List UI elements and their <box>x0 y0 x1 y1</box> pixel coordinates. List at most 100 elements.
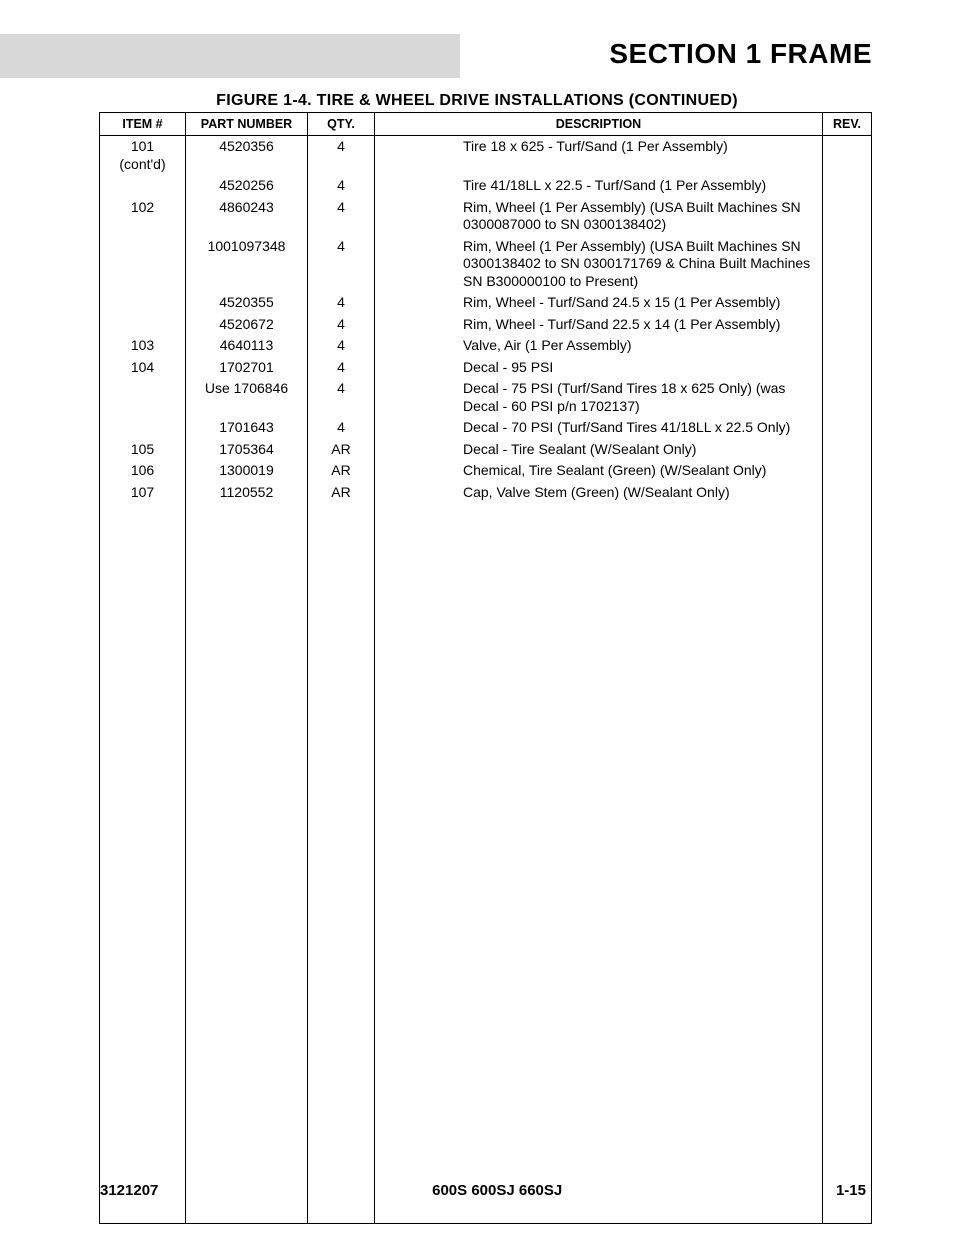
figure-title: FIGURE 1-4. TIRE & WHEEL DRIVE INSTALLAT… <box>0 92 954 110</box>
cell-part-number: 1001097348 <box>186 236 308 293</box>
cell-item: 104 <box>100 357 186 379</box>
cell-item <box>100 417 186 439</box>
table-row: 10248602434Rim, Wheel (1 Per Assembly) (… <box>100 197 872 236</box>
cell-description: Rim, Wheel - Turf/Sand 22.5 x 14 (1 Per … <box>375 314 823 336</box>
cell-description: Tire 41/18LL x 22.5 - Turf/Sand (1 Per A… <box>375 175 823 197</box>
cell-part-number: 4520356 <box>186 136 308 176</box>
table-row: 10417027014Decal - 95 PSI <box>100 357 872 379</box>
table-row: 1061300019ARChemical, Tire Sealant (Gree… <box>100 460 872 482</box>
cell-part-number: 4860243 <box>186 197 308 236</box>
page-footer: 3121207 600S 600SJ 660SJ 1-15 <box>0 1182 954 1199</box>
table-header-row: ITEM # PART NUMBER QTY. DESCRIPTION REV. <box>100 113 872 136</box>
page-header: SECTION 1 FRAME <box>0 0 954 82</box>
cell-item: 105 <box>100 439 186 461</box>
cell-rev <box>823 439 872 461</box>
cell-item: 106 <box>100 460 186 482</box>
cell-qty: 4 <box>308 236 375 293</box>
cell-item <box>100 378 186 417</box>
cell-rev <box>823 378 872 417</box>
cell-rev <box>823 292 872 314</box>
cell-description: Decal - 70 PSI (Turf/Sand Tires 41/18LL … <box>375 417 823 439</box>
cell-part-number: 1702701 <box>186 357 308 379</box>
col-header-qty: QTY. <box>308 113 375 136</box>
page: SECTION 1 FRAME FIGURE 1-4. TIRE & WHEEL… <box>0 0 954 1235</box>
col-header-part: PART NUMBER <box>186 113 308 136</box>
table-filler-row <box>100 503 872 1223</box>
cell-part-number: 4520256 <box>186 175 308 197</box>
cell-item <box>100 175 186 197</box>
table-row: 1051705364ARDecal - Tire Sealant (W/Seal… <box>100 439 872 461</box>
cell-qty: 4 <box>308 136 375 176</box>
cell-qty: 4 <box>308 378 375 417</box>
cell-qty: 4 <box>308 197 375 236</box>
footer-center: 600S 600SJ 660SJ <box>432 1182 562 1199</box>
table-row: 45202564Tire 41/18LL x 22.5 - Turf/Sand … <box>100 175 872 197</box>
cell-rev <box>823 136 872 176</box>
cell-item <box>100 314 186 336</box>
cell-rev <box>823 417 872 439</box>
cell-qty: 4 <box>308 335 375 357</box>
header-gray-block <box>0 34 460 78</box>
cell-part-number: 4520355 <box>186 292 308 314</box>
cell-part-number: Use 1706846 <box>186 378 308 417</box>
cell-part-number: 4520672 <box>186 314 308 336</box>
col-header-rev: REV. <box>823 113 872 136</box>
table-row: 1071120552ARCap, Valve Stem (Green) (W/S… <box>100 482 872 504</box>
cell-rev <box>823 460 872 482</box>
cell-description: Rim, Wheel - Turf/Sand 24.5 x 15 (1 Per … <box>375 292 823 314</box>
cell-part-number: 1300019 <box>186 460 308 482</box>
cell-description: Rim, Wheel (1 Per Assembly) (USA Built M… <box>375 236 823 293</box>
footer-left: 3121207 <box>100 1182 158 1199</box>
cell-description: Tire 18 x 625 - Turf/Sand (1 Per Assembl… <box>375 136 823 176</box>
footer-right: 1-15 <box>836 1182 866 1199</box>
cell-rev <box>823 335 872 357</box>
table-row: 17016434Decal - 70 PSI (Turf/Sand Tires … <box>100 417 872 439</box>
filler-cell <box>186 503 308 1223</box>
cell-item: 103 <box>100 335 186 357</box>
cell-item <box>100 292 186 314</box>
cell-part-number: 1701643 <box>186 417 308 439</box>
cell-description: Decal - Tire Sealant (W/Sealant Only) <box>375 439 823 461</box>
table-row: 10346401134Valve, Air (1 Per Assembly) <box>100 335 872 357</box>
table-row: 45203554Rim, Wheel - Turf/Sand 24.5 x 15… <box>100 292 872 314</box>
cell-rev <box>823 175 872 197</box>
cell-rev <box>823 357 872 379</box>
filler-cell <box>308 503 375 1223</box>
cell-qty: 4 <box>308 175 375 197</box>
cell-description: Rim, Wheel (1 Per Assembly) (USA Built M… <box>375 197 823 236</box>
cell-description: Decal - 75 PSI (Turf/Sand Tires 18 x 625… <box>375 378 823 417</box>
col-header-item: ITEM # <box>100 113 186 136</box>
cell-qty: 4 <box>308 292 375 314</box>
cell-qty: AR <box>308 439 375 461</box>
cell-rev <box>823 236 872 293</box>
cell-rev <box>823 197 872 236</box>
cell-item: 101 (cont'd) <box>100 136 186 176</box>
table-row: 10010973484Rim, Wheel (1 Per Assembly) (… <box>100 236 872 293</box>
table-row: Use 17068464Decal - 75 PSI (Turf/Sand Ti… <box>100 378 872 417</box>
cell-part-number: 4640113 <box>186 335 308 357</box>
cell-qty: 4 <box>308 314 375 336</box>
filler-cell <box>375 503 823 1223</box>
cell-part-number: 1120552 <box>186 482 308 504</box>
cell-qty: AR <box>308 460 375 482</box>
section-title: SECTION 1 FRAME <box>609 38 872 70</box>
cell-qty: AR <box>308 482 375 504</box>
table-row: 45206724Rim, Wheel - Turf/Sand 22.5 x 14… <box>100 314 872 336</box>
cell-item <box>100 236 186 293</box>
filler-cell <box>100 503 186 1223</box>
cell-item: 102 <box>100 197 186 236</box>
filler-cell <box>823 503 872 1223</box>
parts-table: ITEM # PART NUMBER QTY. DESCRIPTION REV.… <box>99 112 872 1224</box>
col-header-desc: DESCRIPTION <box>375 113 823 136</box>
cell-description: Chemical, Tire Sealant (Green) (W/Sealan… <box>375 460 823 482</box>
cell-rev <box>823 482 872 504</box>
cell-rev <box>823 314 872 336</box>
cell-qty: 4 <box>308 417 375 439</box>
table-row: 101 (cont'd)45203564Tire 18 x 625 - Turf… <box>100 136 872 176</box>
cell-description: Valve, Air (1 Per Assembly) <box>375 335 823 357</box>
cell-description: Cap, Valve Stem (Green) (W/Sealant Only) <box>375 482 823 504</box>
cell-part-number: 1705364 <box>186 439 308 461</box>
cell-item: 107 <box>100 482 186 504</box>
cell-description: Decal - 95 PSI <box>375 357 823 379</box>
cell-qty: 4 <box>308 357 375 379</box>
